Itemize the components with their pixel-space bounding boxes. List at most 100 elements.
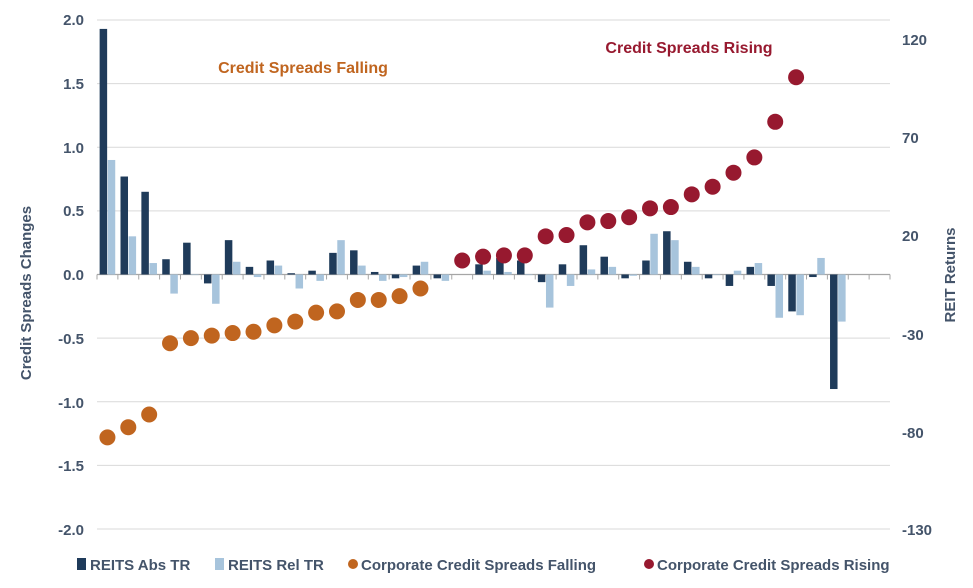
annotations: Credit Spreads Falling Credit Spreads Ri… — [218, 40, 772, 77]
bar-rel-tr — [107, 159, 116, 275]
legend-label-rising: Corporate Credit Spreads Rising — [657, 557, 890, 574]
legend-marker-rising — [644, 559, 654, 569]
bar-rel-tr — [817, 257, 825, 275]
point-spreads-rising — [621, 209, 638, 226]
bar-rel-tr — [170, 274, 178, 294]
point-spreads-rising — [454, 252, 471, 269]
point-spreads-rising — [746, 149, 763, 166]
bar-abs-tr — [809, 274, 817, 278]
bar-abs-tr — [141, 191, 149, 275]
bar-rel-tr — [671, 240, 679, 275]
y2-tick-label: 70 — [902, 130, 919, 147]
bar-rel-tr — [650, 233, 658, 275]
bar-rel-tr — [441, 274, 450, 281]
y-tick-label: -0.5 — [58, 331, 84, 348]
point-spreads-rising — [767, 113, 784, 130]
point-spreads-falling — [266, 317, 283, 334]
y2-tick-label: -80 — [902, 425, 924, 442]
bar-abs-tr — [391, 274, 400, 279]
bar-abs-tr — [725, 274, 734, 286]
bar-rel-tr — [629, 274, 637, 276]
bar-rel-tr — [128, 236, 137, 275]
annotation-falling: Credit Spreads Falling — [218, 60, 388, 77]
point-spreads-falling — [182, 330, 199, 347]
point-spreads-falling — [203, 327, 220, 344]
legend-label-falling: Corporate Credit Spreads Falling — [361, 557, 596, 574]
bar-rel-tr — [733, 270, 742, 275]
bar-abs-tr — [99, 28, 108, 275]
bar-rel-tr — [358, 265, 366, 275]
annotation-rising: Credit Spreads Rising — [605, 40, 772, 57]
bar-abs-tr — [120, 176, 129, 275]
bar-abs-tr — [746, 266, 755, 275]
point-spreads-rising — [725, 164, 742, 181]
bar-rel-tr — [775, 274, 784, 318]
y-tick-label: 2.0 — [63, 12, 84, 29]
bar-abs-tr — [830, 274, 838, 390]
bar-abs-tr — [183, 242, 191, 275]
bar-abs-tr — [600, 256, 608, 275]
y-tick-label: 1.5 — [63, 76, 84, 93]
points — [99, 69, 805, 446]
bar-abs-tr — [350, 250, 358, 275]
bar-rel-tr — [566, 274, 575, 286]
y-axis-title: Credit Spreads Changes — [18, 206, 35, 380]
point-spreads-falling — [162, 335, 179, 352]
y2-tick-label: -130 — [902, 522, 932, 539]
bar-abs-tr — [475, 264, 483, 275]
point-spreads-falling — [349, 291, 366, 308]
y2-tick-label: -30 — [902, 327, 924, 344]
y-tick-label: 1.0 — [63, 140, 84, 157]
legend: REITS Abs TR REITS Rel TR Corporate Cred… — [77, 557, 890, 574]
y-tick-label: -1.5 — [58, 458, 84, 475]
bar-abs-tr — [558, 264, 567, 275]
y2-axis-title: REIT Returns — [942, 227, 959, 322]
bar-rel-tr — [483, 270, 491, 275]
bar-rel-tr — [149, 263, 157, 275]
bar-abs-tr — [308, 270, 316, 275]
legend-label-rel: REITS Rel TR — [228, 557, 324, 574]
bars — [99, 28, 846, 390]
bar-abs-tr — [433, 274, 442, 279]
bar-abs-tr — [412, 265, 421, 275]
legend-label-abs: REITS Abs TR — [90, 557, 190, 574]
bar-abs-tr — [203, 274, 212, 284]
y2-tick-label: 120 — [902, 32, 927, 49]
point-spreads-rising — [600, 213, 617, 230]
point-spreads-falling — [391, 288, 408, 305]
y-tick-label: 0.5 — [63, 203, 84, 220]
legend-item-falling: Corporate Credit Spreads Falling — [348, 557, 596, 574]
bar-abs-tr — [245, 266, 254, 275]
legend-item-rel: REITS Rel TR — [215, 557, 324, 574]
legend-swatch-rel — [215, 558, 224, 570]
bar-abs-tr — [329, 252, 337, 275]
bar-rel-tr — [295, 274, 304, 289]
bar-rel-tr — [504, 271, 512, 275]
bar-rel-tr — [274, 265, 283, 275]
legend-item-rising: Corporate Credit Spreads Rising — [644, 557, 890, 574]
bar-rel-tr — [545, 274, 554, 308]
bar-abs-tr — [767, 274, 775, 286]
bar-abs-tr — [496, 257, 504, 275]
point-spreads-falling — [120, 419, 137, 436]
bar-rel-tr — [191, 274, 199, 276]
point-spreads-rising — [704, 178, 721, 195]
point-spreads-rising — [579, 214, 596, 231]
point-spreads-falling — [370, 291, 387, 308]
point-spreads-falling — [328, 303, 345, 320]
point-spreads-rising — [475, 248, 492, 265]
point-spreads-falling — [412, 280, 429, 297]
axes: 2.0 1.5 1.0 0.5 0.0 -0.5 -1.0 -1.5 -2.0 … — [18, 12, 959, 539]
y-tick-label: -2.0 — [58, 522, 84, 539]
bar-abs-tr — [537, 274, 546, 283]
bar-abs-tr — [517, 260, 525, 275]
point-spreads-rising — [788, 69, 805, 86]
bar-rel-tr — [754, 263, 763, 275]
point-spreads-falling — [308, 304, 325, 321]
bar-rel-tr — [232, 261, 241, 275]
bar-rel-tr — [420, 261, 429, 275]
point-spreads-falling — [141, 406, 158, 423]
bar-rel-tr — [525, 274, 533, 276]
